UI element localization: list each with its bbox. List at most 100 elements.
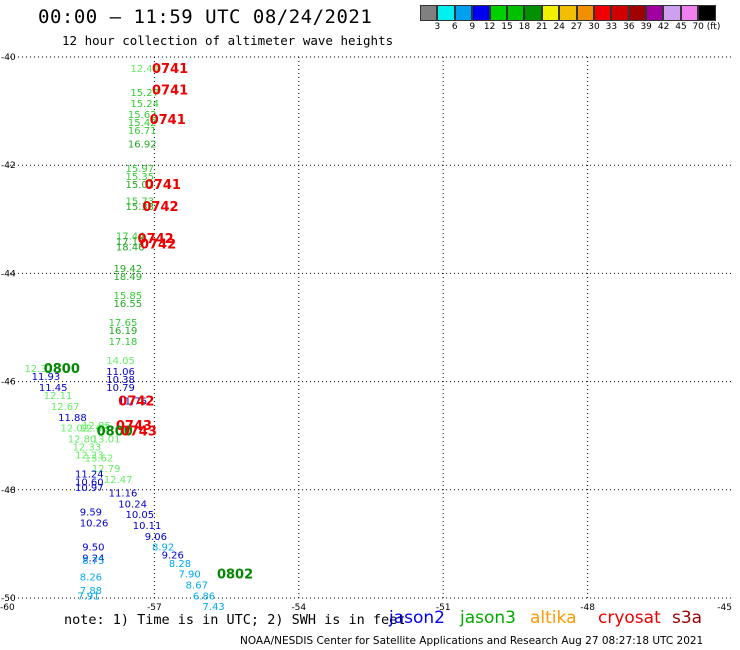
wave-height-value: 15.73	[126, 196, 155, 207]
map-title: 00:00 – 11:59 UTC 08/24/2021	[38, 6, 373, 28]
wave-height-value: 15.42	[128, 118, 157, 129]
legend-swatch	[680, 5, 699, 21]
pass-time-label: 0742	[138, 232, 174, 247]
legend-swatch	[576, 5, 594, 21]
legend-label: 70 (ft)	[692, 22, 721, 32]
wave-height-value: 12.85	[82, 421, 111, 432]
wave-height-value: 10.60	[75, 478, 104, 489]
wave-height-value: 15.97	[126, 164, 155, 175]
wave-height-value: 6.86	[193, 591, 215, 602]
pass-time-label: 0741	[152, 83, 188, 98]
wave-height-value: 9.59	[80, 507, 102, 518]
wave-height-value: 12.02	[61, 424, 90, 435]
legend-swatch	[489, 5, 507, 21]
wave-height-value: 10.24	[118, 499, 147, 510]
legend-swatch	[472, 5, 490, 21]
wave-height-value: 10.79	[106, 383, 135, 394]
lat-tick-label: -48	[1, 486, 16, 496]
legend-swatch	[541, 5, 560, 21]
legend-label: 33	[605, 22, 618, 32]
wave-height-value: 7.91	[77, 591, 99, 602]
lon-tick-label: -60	[0, 603, 15, 612]
legend-swatch	[437, 5, 455, 21]
pass-time-label: 0800	[44, 362, 80, 377]
legend-label: 42	[657, 22, 670, 32]
wave-height-value: 19.42	[113, 264, 142, 275]
legend-label: 27	[570, 22, 583, 32]
pass-time-label: 0742	[118, 395, 154, 410]
wave-height-value: 8.67	[186, 580, 208, 591]
wave-height-value: 17.44	[116, 232, 145, 243]
credit-line: NOAA/NESDIS Center for Satellite Applica…	[240, 635, 704, 647]
satellite-jason3: jason3	[460, 608, 516, 628]
legend-swatch	[628, 5, 647, 21]
wave-height-value: 15.33	[126, 202, 155, 213]
wave-height-value: 12.32	[24, 364, 53, 375]
satellite-cryosat: cryosat	[598, 608, 661, 628]
pass-time-label: 0742	[140, 238, 176, 253]
lon-tick-label: -57	[147, 603, 162, 612]
wave-height-value: 9.26	[162, 551, 184, 562]
legend-swatch	[420, 5, 438, 21]
wave-height-value: 11.93	[32, 372, 61, 383]
wave-height-value: 12.79	[92, 464, 121, 475]
legend-swatch	[559, 5, 577, 21]
legend-label: 3	[434, 22, 441, 32]
wave-height-value: 7.90	[178, 570, 200, 581]
legend-label: 6	[451, 22, 458, 32]
units-note: note: 1) Time is in UTC; 2) SWH is in fe…	[64, 612, 406, 628]
legend-swatch	[454, 5, 473, 21]
pass-time-label: 0802	[217, 568, 253, 583]
lat-tick-label: -50	[1, 594, 16, 604]
wave-height-value: 11.16	[109, 489, 138, 500]
wave-height-value: 13.62	[85, 453, 114, 464]
wave-height-value: 10.26	[80, 518, 109, 529]
wave-height-value: 8.26	[80, 572, 102, 583]
pass-time-label: 0743	[116, 419, 152, 434]
legend-swatch	[593, 5, 612, 21]
lon-tick-label: -51	[436, 603, 451, 612]
pass-time-label: 0742	[142, 200, 178, 215]
wave-height-value: 15.62	[128, 110, 157, 121]
wave-height-value: 9.24	[82, 553, 104, 564]
wave-height-value: 9.06	[145, 532, 167, 543]
wave-height-value: 11.45	[39, 383, 68, 394]
legend-swatch	[506, 5, 525, 21]
wave-height-value: 12.47	[104, 475, 133, 486]
legend-label: 12	[483, 22, 496, 32]
legend-label: 45	[675, 22, 687, 32]
wave-height-value: 12.80	[68, 434, 97, 445]
pass-time-label: 0741	[145, 178, 181, 193]
legend-swatch	[524, 5, 542, 21]
wave-height-value: 10.11	[133, 521, 162, 532]
wave-height-value: 7.88	[80, 586, 102, 597]
wave-height-value: 15.27	[130, 88, 159, 99]
satellite-jason2: jason2	[389, 608, 445, 628]
wave-height-value: 17.12	[116, 237, 145, 248]
legend-label: 30	[588, 22, 600, 32]
legend-label: 15	[501, 22, 513, 32]
wave-height-value: 16.19	[109, 326, 138, 337]
legend-label: 36	[623, 22, 635, 32]
pass-time-label: 0800	[97, 424, 133, 439]
wave-height-value: 17.18	[109, 337, 138, 348]
wave-height-value: 11.88	[58, 413, 87, 424]
legend-label: 21	[536, 22, 548, 32]
map-subtitle: 12 hour collection of altimeter wave hei…	[62, 33, 394, 48]
lon-tick-label: -48	[580, 603, 595, 612]
wave-height-value: 18.46	[116, 242, 145, 253]
pass-time-label: 0741	[150, 113, 186, 128]
legend-swatch	[611, 5, 629, 21]
wave-height-value: 12.33	[73, 443, 102, 454]
legend-swatch	[646, 5, 664, 21]
pass-time-label: 0743	[121, 424, 157, 439]
lat-tick-label: -40	[1, 53, 16, 63]
wave-height-value: 10.05	[126, 510, 155, 521]
legend-swatch	[698, 5, 716, 21]
wave-height-value: 10.38	[106, 375, 135, 386]
wave-height-value: 12.44	[130, 64, 159, 75]
legend-label: 24	[553, 22, 565, 32]
wave-height-value: 16.92	[128, 140, 157, 151]
wave-height-value: 17.65	[109, 318, 138, 329]
satellite-altika: altika	[530, 608, 577, 628]
